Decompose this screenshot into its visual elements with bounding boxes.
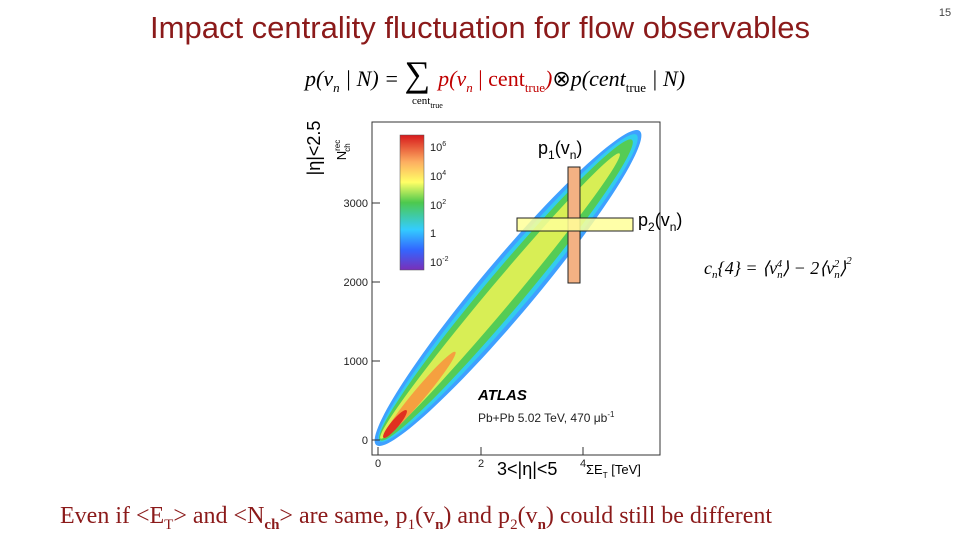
title: Impact centrality fluctuation for flow o… xyxy=(150,10,810,45)
axis-title-sup: rec xyxy=(333,140,342,151)
cum-part: ⟩ xyxy=(839,258,846,278)
heat-core xyxy=(383,409,407,439)
p1-label: p1(vn) xyxy=(538,138,582,162)
axis-title-part: N xyxy=(334,151,349,160)
cum-sup: 2 xyxy=(846,255,852,267)
formula-part: ) xyxy=(543,66,552,91)
footer-part: > and <N xyxy=(173,503,264,529)
cb-exp: 4 xyxy=(442,170,446,177)
footer-sub: ch xyxy=(264,517,280,533)
footer-part: ) and p xyxy=(443,503,510,529)
cb-base: 10 xyxy=(430,257,442,269)
footer-part: > are same, p xyxy=(279,503,407,529)
dataset-part: Pb+Pb 5.02 TeV, 470 μb xyxy=(478,411,608,425)
p-part: p xyxy=(638,210,648,230)
p-sub: n xyxy=(570,148,577,162)
colorbar xyxy=(399,134,425,271)
axis-title-part: [TeV] xyxy=(608,462,641,477)
p-part: p xyxy=(538,138,548,158)
colorbar-label: 106 xyxy=(430,141,446,154)
formula-sub: n xyxy=(466,80,473,95)
formula: p(vn | N) = ∑ p(vn | centtrue)⊗p(centtrue… xyxy=(303,54,685,95)
p-part: ) xyxy=(576,138,582,158)
cum-part: c xyxy=(704,258,712,278)
formula-part: p(v xyxy=(436,66,466,91)
axis-title-sub: ch xyxy=(343,143,352,151)
y-tick-label: 1000 xyxy=(344,356,368,368)
colorbar-label: 10-2 xyxy=(430,256,449,269)
footer-part: (v xyxy=(415,503,435,529)
cum-sub: n xyxy=(712,269,718,281)
axis-title-part: ΣE xyxy=(586,462,603,477)
axis-title-sub: T xyxy=(603,471,608,480)
cb-exp: -2 xyxy=(442,256,448,263)
x-axis-title: ΣET [TeV] xyxy=(586,462,641,480)
p-part: (v xyxy=(655,210,670,230)
cb-base: 10 xyxy=(430,142,442,154)
projection-p2 xyxy=(516,217,634,232)
ticks xyxy=(372,202,584,455)
footer-sub: 2 xyxy=(510,517,518,533)
footer-part: ) could still be different xyxy=(546,503,772,529)
formula-sum: ∑ xyxy=(405,54,431,94)
p-sub: 2 xyxy=(648,220,655,234)
experiment: ATLAS xyxy=(477,387,527,404)
plot-frame xyxy=(371,121,661,456)
cum-part: ⟩ − 2⟨v xyxy=(782,258,834,278)
cum-sup: 2 xyxy=(834,258,840,270)
colorbar-label: 102 xyxy=(430,199,446,212)
footer-part: Even if <E xyxy=(60,503,164,529)
footer-sub: T xyxy=(164,517,173,533)
y-tick-label: 3000 xyxy=(344,198,368,210)
p-part: ) xyxy=(676,210,682,230)
p-sub: 1 xyxy=(548,148,555,162)
p-part: (v xyxy=(555,138,570,158)
x-tick-label: 2 xyxy=(478,458,484,470)
cum-sup: 4 xyxy=(777,258,783,270)
cb-base: 10 xyxy=(430,171,442,183)
footer-sub: n xyxy=(435,517,444,533)
footer-sub: n xyxy=(538,517,547,533)
formula-sub: n xyxy=(333,80,340,95)
formula-part: | N) xyxy=(646,66,685,91)
formula-part: | N) = xyxy=(340,66,405,91)
colorbar-label: 104 xyxy=(430,170,446,183)
formula-op: ⊗ xyxy=(552,66,570,91)
p2-label: p2(vn) xyxy=(638,210,682,234)
y-tick-label: 0 xyxy=(362,435,368,447)
cb-base: 1 xyxy=(430,228,436,240)
formula-part: | cent xyxy=(473,66,525,91)
cb-exp: 6 xyxy=(442,141,446,148)
formula-part: p(cent xyxy=(569,66,627,91)
page-number: 15 xyxy=(939,7,951,19)
footer-sub: 1 xyxy=(408,517,416,533)
cb-base: 10 xyxy=(430,200,442,212)
cumulant-formula: cn{4} = ⟨vn4⟩ − 2⟨vn2⟩2 xyxy=(704,255,852,281)
cb-exp: 2 xyxy=(442,199,446,206)
formula-sub: true xyxy=(626,80,646,95)
sum-sub: true xyxy=(430,101,443,110)
cum-part: {4} = ⟨v xyxy=(718,258,778,278)
cum-sub: n xyxy=(834,269,840,281)
dataset-sup: -1 xyxy=(607,410,615,419)
x-tick-label: 4 xyxy=(580,458,586,470)
formula-part: p(v xyxy=(303,66,333,91)
cum-sub: n xyxy=(777,269,783,281)
y-axis-title: Nrecch xyxy=(333,140,352,161)
x-tick-label: 0 xyxy=(375,458,381,470)
footer-part: (v xyxy=(518,503,538,529)
formula-sub: true xyxy=(525,80,545,95)
x-label: 3<|η|<5 xyxy=(497,459,557,479)
dataset: Pb+Pb 5.02 TeV, 470 μb-1 xyxy=(478,410,615,425)
footer: Even if <ET> and <Nch> are same, p1(vn) … xyxy=(60,503,772,533)
colorbar-label: 1 xyxy=(430,228,436,240)
sum-sub: cent xyxy=(412,95,430,107)
y-label: |η|<2.5 xyxy=(304,121,324,176)
y-tick-label: 2000 xyxy=(344,277,368,289)
sum-subscript: centtrue xyxy=(412,95,443,110)
p-sub: n xyxy=(670,220,677,234)
